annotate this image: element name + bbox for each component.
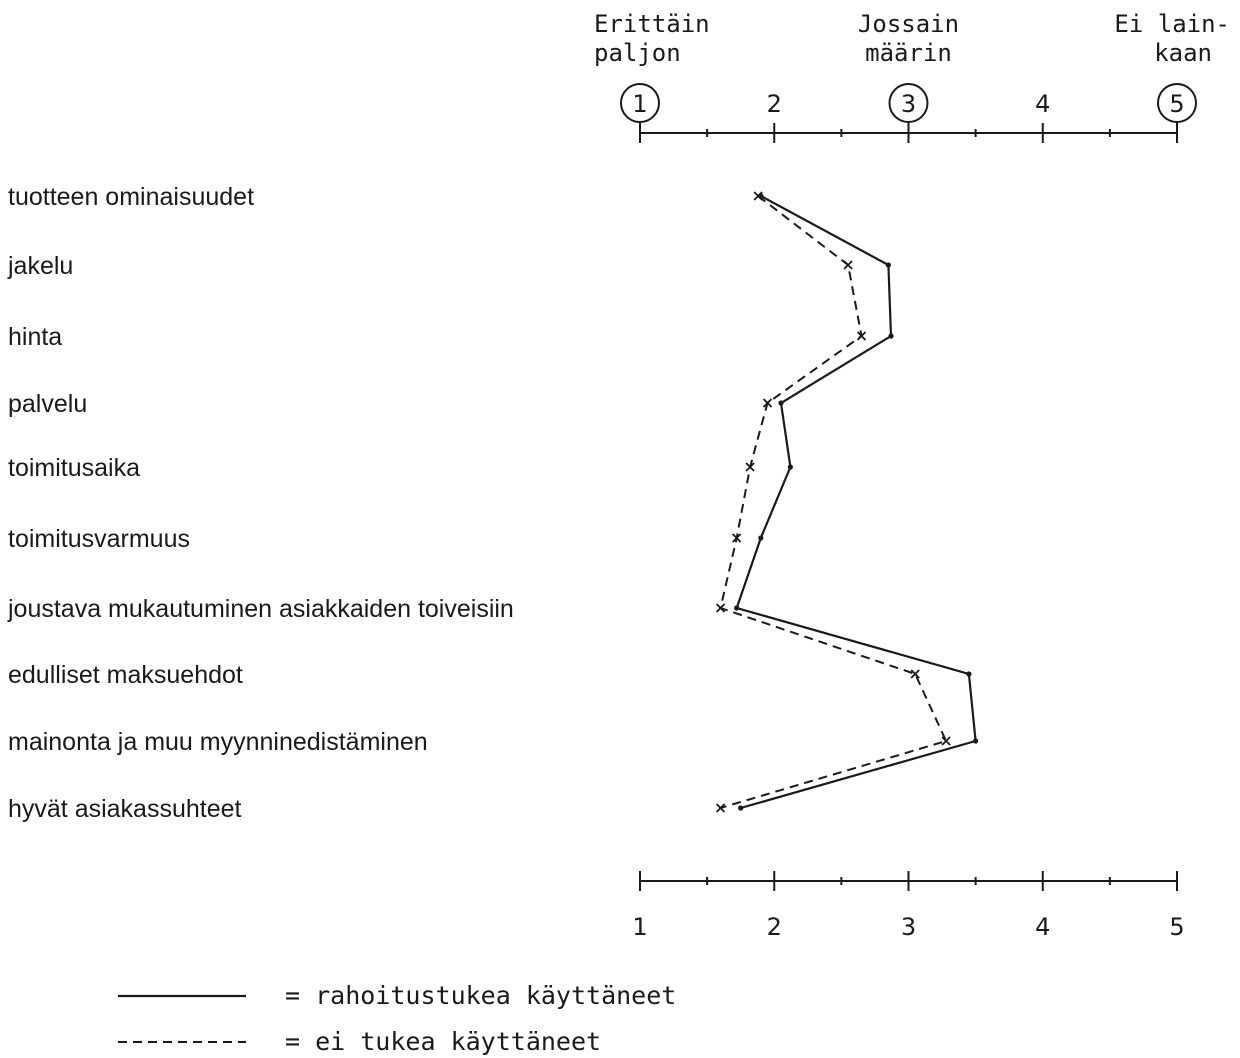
tick-circle	[1157, 83, 1197, 123]
category-label: palvelu	[8, 390, 87, 418]
data-point-x-marker	[715, 603, 726, 613]
category-label: hyvät asiakassuhteet	[8, 795, 242, 823]
bottom-axis: 1 2 3 4 5	[632, 871, 1185, 941]
tick-label: 3	[901, 913, 916, 941]
data-point-x-marker	[910, 669, 920, 679]
tick-label: 5	[1169, 913, 1184, 941]
tick-label: 1	[632, 90, 647, 118]
category-label: jakelu	[7, 252, 73, 280]
data-point-x-marker	[762, 398, 773, 408]
top-axis: 1 2 3 4 5	[620, 83, 1197, 143]
legend-dashed-label: = ei tukea käyttäneet	[285, 1027, 601, 1056]
top-scale-label-line1: Ei lain-	[1114, 10, 1230, 38]
legend-solid-label: = rahoitustukea käyttäneet	[285, 981, 676, 1010]
data-point-dot	[734, 605, 740, 611]
category-label: edulliset maksuehdot	[8, 661, 243, 689]
tick-circle	[620, 83, 660, 123]
series-layer	[715, 191, 979, 813]
data-point-x-marker	[856, 331, 867, 341]
top-scale-label-line2: määrin	[865, 39, 952, 67]
data-point-x-marker	[753, 191, 763, 201]
tick-label: 5	[1169, 90, 1184, 118]
data-point-dot	[966, 671, 972, 677]
data-point-dot	[758, 535, 764, 541]
category-labels: tuotteen ominaisuudet jakelu hinta palvelu t…	[7, 183, 514, 823]
legend: = rahoitustukea käyttäneet = ei tukea käy…	[118, 981, 676, 1056]
data-point-dot	[738, 805, 744, 811]
data-point-dot	[888, 333, 894, 339]
series-line-solid	[735, 195, 977, 810]
tick-label: 2	[767, 913, 782, 941]
data-point-x-marker	[843, 260, 853, 270]
data-point-x-marker	[941, 736, 951, 746]
category-label: joustava mukautuminen asiakkaiden toivei…	[7, 595, 514, 623]
data-point-dot	[778, 400, 784, 406]
data-point-x-marker	[715, 803, 726, 813]
series-line-dashed	[719, 195, 948, 809]
category-label: mainonta ja muu myynninedistäminen	[8, 728, 428, 756]
data-point-dot	[885, 262, 891, 268]
category-label: toimitusaika	[8, 454, 140, 482]
category-label: tuotteen ominaisuudet	[8, 183, 254, 211]
category-label: toimitusvarmuus	[8, 525, 190, 553]
tick-label: 3	[901, 90, 916, 118]
category-label: hinta	[8, 323, 62, 351]
data-point-dot	[973, 738, 979, 744]
top-scale-label-line2: paljon	[594, 39, 681, 67]
data-point-dot	[787, 464, 793, 470]
top-scale-label-line1: Jossain	[858, 10, 959, 38]
tick-label: 1	[632, 913, 647, 941]
top-scale-label-line1: Erittäin	[594, 10, 710, 38]
tick-circle	[888, 83, 929, 123]
top-scale-label-line2: kaan	[1154, 39, 1212, 67]
tick-label: 4	[1035, 913, 1050, 941]
tick-label: 2	[767, 90, 782, 118]
tick-label: 4	[1035, 90, 1050, 118]
data-point-x-marker	[745, 462, 755, 472]
data-point-x-marker	[732, 533, 742, 543]
